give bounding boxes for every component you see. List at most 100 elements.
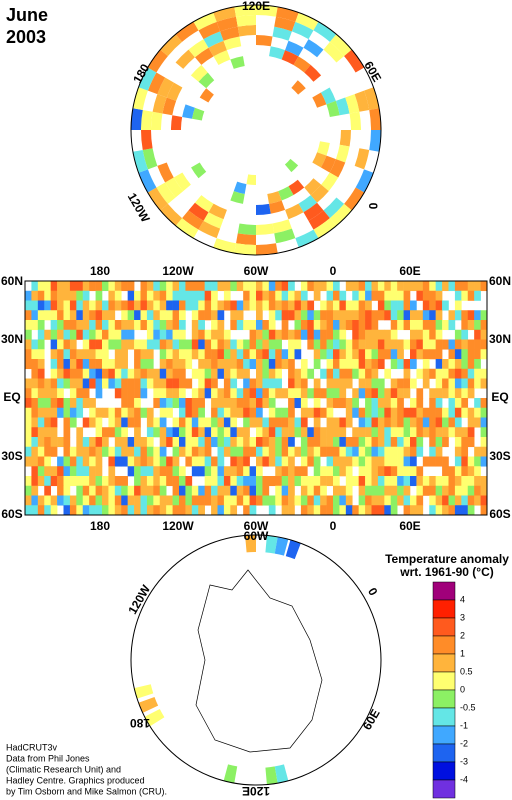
map-cell (37, 359, 45, 370)
map-cell (313, 339, 321, 350)
map-cell (365, 329, 372, 340)
map-cell (31, 398, 39, 409)
map-cell (435, 300, 443, 311)
map-cell (461, 388, 469, 399)
map-cell (76, 329, 84, 340)
axis-label: 60N (489, 274, 511, 288)
map-cell (268, 320, 276, 331)
map-cell (358, 329, 366, 340)
map-cell (416, 437, 424, 448)
map-cell (416, 485, 424, 496)
map-cell (236, 476, 244, 487)
map-cell (166, 437, 173, 448)
map-cell (243, 368, 250, 379)
map-cell (352, 329, 359, 340)
map-cell (467, 378, 475, 389)
map-cell (95, 378, 103, 389)
map-cell (365, 359, 372, 370)
map-cell (31, 339, 39, 350)
map-cell (25, 388, 32, 399)
map-cell (320, 388, 327, 399)
map-cell (435, 485, 443, 496)
map-cell (294, 446, 302, 457)
map-cell (454, 310, 462, 321)
map-cell (403, 485, 411, 496)
title: 2003 (6, 27, 46, 47)
map-cell (345, 359, 353, 370)
axis-label: 0 (330, 264, 337, 278)
map-cell (146, 407, 154, 418)
map-cell (358, 320, 366, 331)
map-cell (403, 310, 411, 321)
map-cell (339, 320, 347, 331)
map-cell (429, 300, 436, 311)
map-cell (288, 427, 295, 438)
map-cell (121, 320, 128, 331)
map-cell (204, 456, 212, 467)
map-cell (429, 446, 436, 457)
credit-line: HadCRUT3v (6, 742, 58, 752)
map-cell (146, 320, 154, 331)
map-cell (422, 456, 430, 467)
map-cell (134, 684, 154, 699)
map-cell (461, 290, 469, 301)
map-cell (102, 378, 109, 389)
map-cell (384, 388, 392, 399)
map-cell (345, 398, 353, 409)
map-cell (422, 320, 430, 331)
map-cell (268, 349, 276, 360)
map-cell (76, 320, 84, 331)
map-cell (442, 281, 449, 292)
map-cell (365, 378, 372, 389)
map-cell (57, 437, 64, 448)
map-cell (435, 368, 443, 379)
map-cell (390, 446, 398, 457)
map-cell (371, 495, 379, 506)
map-cell (63, 320, 71, 331)
map-cell (223, 485, 231, 496)
map-cell (249, 446, 257, 457)
map-cell (313, 320, 321, 331)
map-cell (403, 339, 411, 350)
map-cell (278, 186, 294, 201)
map-cell (308, 210, 330, 230)
map-cell (236, 233, 256, 245)
map-cell (285, 539, 301, 560)
legend-swatch (432, 707, 456, 727)
map-cell (25, 417, 32, 428)
map-cell (159, 290, 167, 301)
map-cell (159, 281, 167, 292)
legend-label: 4 (460, 594, 465, 604)
map-cell (146, 456, 154, 467)
map-cell (243, 427, 250, 438)
map-cell (69, 398, 77, 409)
map-cell (44, 476, 51, 487)
map-cell (288, 495, 295, 506)
map-cell (358, 427, 366, 438)
map-cell (89, 310, 96, 321)
map-cell (268, 368, 276, 379)
map-cell (442, 388, 449, 399)
map-cell (134, 446, 141, 457)
map-cell (211, 329, 218, 340)
map-cell (243, 378, 250, 389)
map-cell (384, 290, 392, 301)
map-cell (397, 466, 404, 477)
map-cell (294, 329, 302, 340)
map-cell (313, 21, 337, 42)
map-cell (480, 407, 488, 418)
map-cell (454, 446, 462, 457)
map-cell (76, 398, 84, 409)
map-cell (461, 349, 469, 360)
map-cell (175, 49, 195, 69)
map-cell (358, 349, 366, 360)
map-cell (474, 485, 481, 496)
map-cell (191, 505, 199, 516)
credit-line: Hadley Centre. Graphics produced (6, 775, 145, 785)
map-cell (76, 310, 84, 321)
map-cell (140, 407, 148, 418)
map-cell (95, 368, 103, 379)
map-cell (89, 300, 96, 311)
map-cell (454, 505, 462, 516)
map-cell (480, 427, 488, 438)
